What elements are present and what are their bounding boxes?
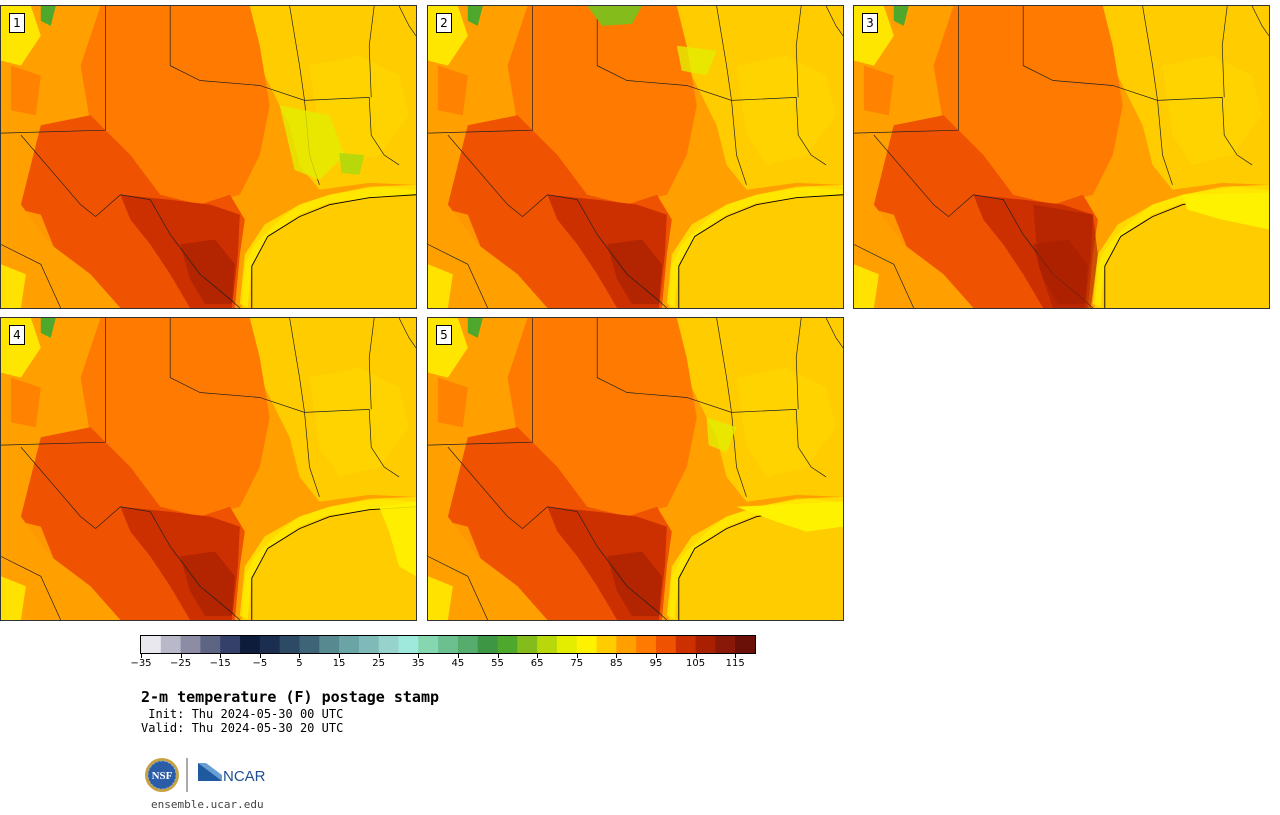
figure-title: 2-m temperature (F) postage stamp: [141, 688, 440, 706]
colorbar-tick-mark: [695, 654, 697, 658]
colorbar-tick-label: 55: [491, 658, 504, 669]
ncar-logo: NCAR: [198, 763, 266, 785]
colorbar-swatch: [160, 636, 182, 653]
colorbar-tick-label: 35: [411, 658, 425, 669]
ensemble-member-map-1: 1: [0, 5, 417, 309]
colorbar-tick-label: 75: [570, 658, 584, 669]
nsf-logo-text: NSF: [152, 770, 173, 782]
init-time: Init: Thu 2024-05-30 00 UTC: [141, 707, 344, 721]
ensemble-member-map-2: 2: [427, 5, 844, 309]
colorbar-tick-label: 15: [332, 658, 346, 669]
colorbar-tick-label: 65: [530, 658, 544, 669]
colorbar-swatch: [715, 636, 736, 653]
temperature-field: [428, 6, 843, 308]
colorbar-swatch: [556, 636, 578, 653]
colorbar-swatch: [636, 636, 657, 653]
colorbar-swatch: [378, 636, 399, 653]
colorbar-tick-mark: [735, 654, 737, 658]
colorbar-tick-mark: [220, 654, 222, 658]
colorbar-tick-mark: [497, 654, 499, 658]
ensemble-member-map-3: 3: [853, 5, 1270, 309]
colorbar-swatch: [497, 636, 518, 653]
colorbar-swatch: [398, 636, 419, 653]
colorbar-tick-mark: [339, 654, 341, 658]
colorbar-swatch: [576, 636, 598, 653]
colorbar-swatch: [517, 636, 538, 653]
colorbar-tick-mark: [418, 654, 420, 658]
colorbar-tick-label: −5: [252, 658, 268, 669]
colorbar-swatch: [675, 636, 697, 653]
colorbar-ticks: −35 −25 −15 −5 5 15 25 35 45 55 65 75 85 95 105 115: [130, 654, 760, 672]
colorbar-tick-label: 5: [296, 658, 303, 669]
valid-time: Valid: Thu 2024-05-30 20 UTC: [141, 721, 344, 735]
colorbar-tick-label: 115: [725, 658, 745, 669]
colorbar-swatch: [477, 636, 499, 653]
colorbar-tick-label: 95: [649, 658, 663, 669]
colorbar-tick-label: −25: [170, 658, 192, 669]
colorbar-tick-mark: [616, 654, 618, 658]
colorbar-tick-label: 45: [451, 658, 465, 669]
colorbar-tick-mark: [655, 654, 657, 658]
temperature-colorbar: [140, 635, 756, 654]
colorbar-tick-mark: [259, 654, 261, 658]
member-number-1: 1: [9, 13, 25, 33]
colorbar-swatch: [655, 636, 677, 653]
ncar-logo-text: NCAR: [223, 768, 266, 785]
colorbar-swatch: [299, 636, 320, 653]
colorbar-swatch: [240, 636, 261, 653]
temperature-field: [854, 6, 1269, 308]
colorbar-tick-label: 85: [609, 658, 623, 669]
temperature-field: [1, 6, 416, 308]
colorbar-swatch: [200, 636, 221, 653]
colorbar-swatch: [418, 636, 439, 653]
colorbar-tick-mark: [299, 654, 301, 658]
colorbar-tick-mark: [378, 654, 380, 658]
nsf-logo: NSF: [145, 758, 179, 792]
colorbar-swatch: [279, 636, 300, 653]
colorbar-swatch: [358, 636, 380, 653]
colorbar-swatch: [141, 636, 162, 653]
member-number-2: 2: [436, 13, 452, 33]
colorbar-swatch: [596, 636, 617, 653]
colorbar-swatch: [180, 636, 201, 653]
colorbar-tick-label: −15: [209, 658, 231, 669]
colorbar-swatch: [339, 636, 360, 653]
member-number-3: 3: [862, 13, 878, 33]
colorbar-tick-label: 25: [372, 658, 386, 669]
colorbar-swatch: [735, 636, 756, 653]
colorbar-swatch: [438, 636, 459, 653]
member-number-4: 4: [9, 325, 25, 345]
temperature-field: [428, 318, 843, 620]
colorbar-swatch: [259, 636, 281, 653]
colorbar-tick-label: 105: [686, 658, 706, 669]
colorbar-swatch: [537, 636, 558, 653]
colorbar-tick-mark: [457, 654, 459, 658]
colorbar-swatch: [319, 636, 340, 653]
ensemble-member-map-4: 4: [0, 317, 417, 621]
colorbar-tick-mark: [180, 654, 182, 658]
colorbar-border: [140, 635, 756, 654]
colorbar-tick-mark: [576, 654, 578, 658]
colorbar-tick-label: −35: [130, 658, 152, 669]
colorbar-tick-mark: [141, 654, 142, 658]
temperature-field: [1, 318, 416, 620]
website-url: ensemble.ucar.edu: [151, 798, 264, 811]
ensemble-member-map-5: 5: [427, 317, 844, 621]
logos: NSF NCAR: [144, 757, 274, 793]
member-number-5: 5: [436, 325, 452, 345]
colorbar-swatch: [457, 636, 479, 653]
colorbar-tick-mark: [537, 654, 539, 658]
colorbar-swatch: [616, 636, 637, 653]
colorbar-swatch: [220, 636, 241, 653]
colorbar-swatch: [695, 636, 716, 653]
